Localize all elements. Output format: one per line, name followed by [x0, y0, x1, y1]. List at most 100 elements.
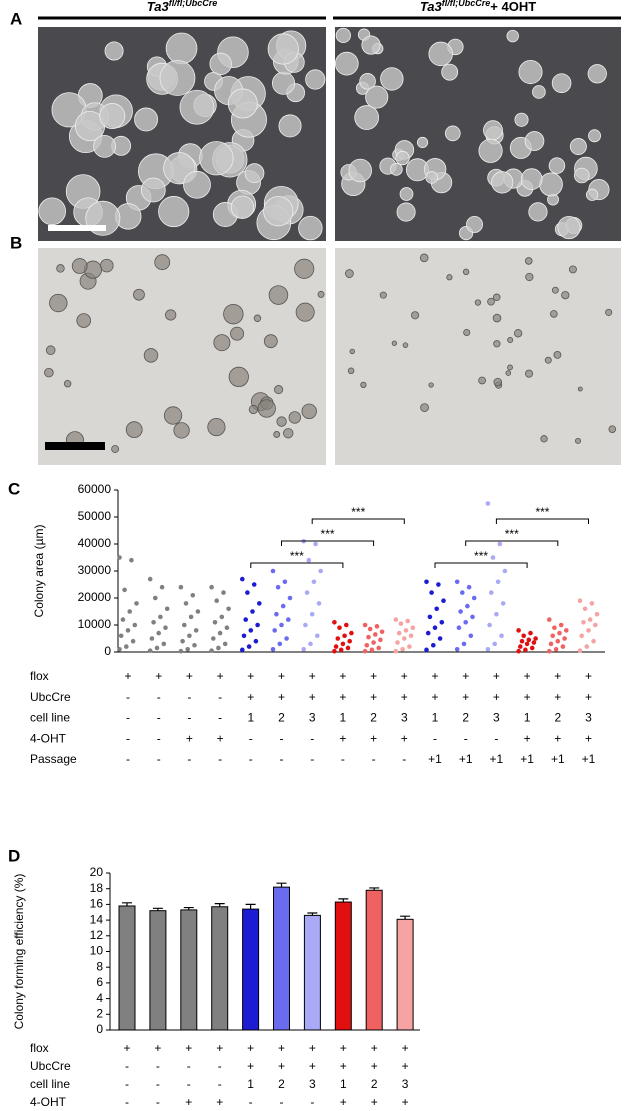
point [470, 614, 475, 620]
point [393, 648, 399, 654]
cell: + [431, 690, 438, 704]
point [379, 629, 385, 635]
colony [491, 171, 514, 194]
bar [211, 906, 229, 1031]
point [178, 584, 184, 590]
colony [199, 141, 234, 176]
bar [118, 905, 136, 1031]
point [255, 622, 260, 628]
colony [100, 258, 114, 273]
point [552, 625, 557, 630]
point [156, 630, 161, 636]
point [436, 582, 441, 587]
colony [574, 437, 582, 444]
cell: + [186, 731, 193, 745]
significance-bracket [281, 540, 375, 546]
point [405, 618, 411, 624]
colony [532, 85, 546, 99]
point [424, 647, 429, 653]
point [253, 638, 259, 644]
cell: + [154, 1041, 161, 1055]
cell: +1 [520, 752, 534, 766]
colony [263, 196, 294, 227]
cell: + [216, 1095, 223, 1109]
colony [608, 425, 617, 433]
point [581, 620, 586, 625]
colony [544, 356, 552, 364]
cell: - [464, 731, 468, 745]
cell: + [278, 669, 285, 683]
point [158, 614, 163, 620]
point [362, 648, 368, 654]
cell: - [156, 1095, 160, 1109]
point [154, 645, 160, 651]
cell: + [370, 731, 377, 745]
colony [334, 51, 359, 76]
point [424, 579, 429, 585]
colony [267, 33, 299, 65]
point [240, 647, 245, 653]
point [400, 647, 405, 652]
cell: - [125, 1077, 129, 1091]
colony [514, 112, 529, 127]
y-tick-label: 20 [90, 865, 104, 879]
point [374, 624, 380, 629]
colony [402, 342, 409, 348]
colony [159, 60, 196, 96]
colony [605, 308, 613, 316]
point [127, 609, 132, 614]
point [188, 614, 194, 620]
point [587, 617, 593, 622]
point [240, 576, 245, 582]
colony [268, 285, 289, 305]
y-axis-label: Colony area (µm) [32, 525, 46, 618]
cell: + [247, 1059, 254, 1073]
point [335, 636, 341, 641]
cell: + [278, 1059, 285, 1073]
colony [348, 158, 372, 183]
scale-bar [48, 225, 106, 231]
cell: + [217, 669, 224, 683]
colony [271, 71, 296, 95]
point [439, 620, 445, 625]
cell: + [340, 1041, 347, 1055]
colony [540, 435, 548, 443]
point [369, 647, 375, 653]
cell: + [247, 1041, 254, 1055]
panel-label: D [8, 846, 20, 865]
cell: - [157, 731, 161, 745]
cell: + [124, 669, 131, 683]
point [193, 628, 199, 633]
cell: - [187, 1059, 191, 1073]
point [226, 606, 231, 612]
cell: + [278, 690, 285, 704]
point [468, 633, 474, 639]
point [274, 611, 279, 617]
cell: 3 [585, 711, 592, 725]
photo [335, 248, 621, 465]
point [553, 647, 559, 652]
cell: 3 [309, 711, 316, 725]
point [270, 568, 276, 574]
point [306, 557, 312, 563]
colony [71, 258, 88, 274]
colony [444, 125, 461, 142]
y-tick-label: 14 [90, 912, 104, 926]
point [182, 622, 187, 628]
cell: - [218, 752, 222, 766]
cell: + [247, 690, 254, 704]
colony [165, 309, 177, 321]
point [243, 617, 248, 622]
point [533, 636, 538, 641]
cell: + [401, 690, 408, 704]
colony [463, 328, 471, 337]
y-tick-label: 2 [96, 1006, 103, 1020]
point [408, 633, 414, 639]
cell: +1 [428, 752, 442, 766]
colony [158, 196, 190, 228]
error-bar [400, 915, 411, 920]
significance-label: *** [351, 505, 365, 519]
colony [125, 421, 143, 439]
cell: - [125, 1059, 129, 1073]
point [591, 638, 596, 644]
